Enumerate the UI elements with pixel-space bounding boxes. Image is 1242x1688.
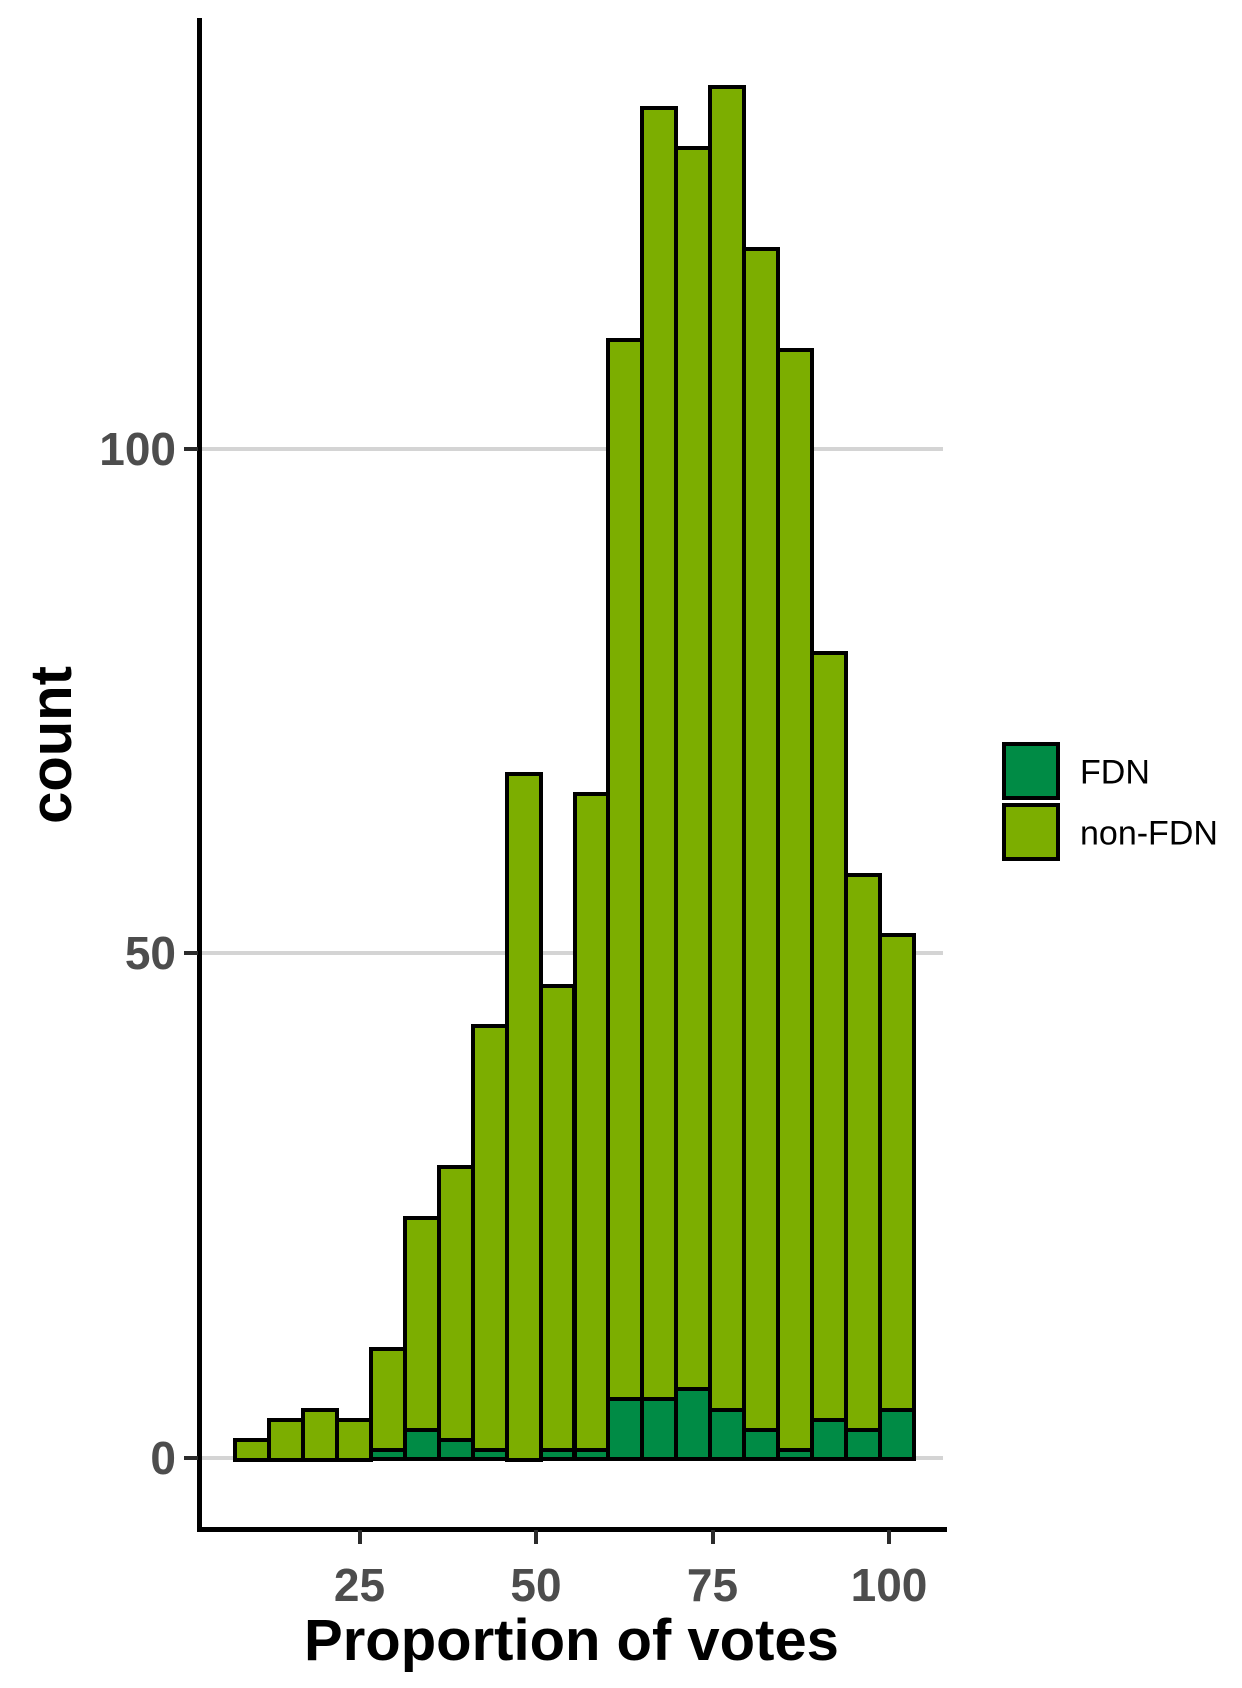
bar-segment-non-fdn (436, 1165, 475, 1442)
bar-segment-fdn (606, 1397, 645, 1461)
bar-segment-non-fdn (300, 1407, 339, 1462)
legend-label: FDN (1080, 753, 1150, 791)
bar-segment-fdn (878, 1407, 916, 1461)
x-tick-label: 100 (850, 1559, 928, 1611)
bar-segment-non-fdn (572, 791, 611, 1452)
bar-segment-fdn (368, 1447, 407, 1461)
x-tick-mark (357, 1530, 362, 1544)
bar-segment-non-fdn (504, 771, 543, 1462)
y-axis-line (197, 18, 202, 1532)
bar-segment-non-fdn (674, 146, 713, 1392)
bar-segment-fdn (470, 1447, 509, 1461)
y-tick-label: 0 (150, 1432, 176, 1484)
bar-segment-non-fdn (470, 1024, 509, 1452)
bar-segment-non-fdn (640, 105, 679, 1402)
x-tick-label: 75 (686, 1559, 739, 1611)
y-tick-label: 100 (99, 422, 176, 475)
bar-segment-non-fdn (334, 1417, 373, 1462)
y-tick-mark (184, 951, 198, 956)
bar-segment-non-fdn (606, 337, 645, 1402)
bar-segment-non-fdn (708, 85, 747, 1412)
bar-segment-fdn (844, 1427, 883, 1461)
x-axis-line (197, 1527, 947, 1532)
y-tick-mark (184, 1456, 198, 1460)
y-axis-title: count (19, 666, 84, 824)
bar-segment-fdn (538, 1447, 577, 1461)
bar-segment-fdn (572, 1447, 611, 1461)
y-tick-label: 50 (124, 927, 176, 980)
bar-segment-non-fdn (538, 983, 577, 1452)
bar-segment-fdn (674, 1387, 713, 1461)
x-axis-title: Proportion of votes (304, 1608, 839, 1673)
major-gridline (200, 951, 943, 956)
bar-segment-fdn (810, 1417, 849, 1461)
major-gridline (200, 446, 943, 451)
bar-segment-non-fdn (844, 872, 883, 1432)
bar-segment-non-fdn (368, 1346, 407, 1452)
legend-label: non-FDN (1080, 814, 1218, 852)
bar-segment-non-fdn (742, 246, 781, 1432)
x-tick-mark (710, 1530, 715, 1544)
bar-segment-fdn (402, 1427, 441, 1461)
legend-swatch-fdn (1002, 742, 1060, 800)
x-tick-mark (887, 1530, 891, 1544)
bar-segment-fdn (742, 1427, 781, 1461)
x-tick-mark (534, 1530, 538, 1544)
bar-segment-non-fdn (878, 933, 916, 1412)
y-tick-mark (184, 446, 198, 451)
bar-segment-non-fdn (776, 347, 815, 1452)
x-tick-label: 50 (510, 1559, 562, 1611)
bar-segment-non-fdn (233, 1437, 271, 1462)
bar-segment-non-fdn (810, 650, 849, 1422)
bar-segment-fdn (640, 1397, 679, 1461)
bar-segment-fdn (708, 1407, 747, 1461)
bar-segment-fdn (776, 1447, 815, 1461)
bar-segment-non-fdn (266, 1417, 305, 1462)
legend-swatch-non-fdn (1002, 803, 1060, 861)
x-tick-label: 25 (333, 1559, 386, 1611)
bar-segment-non-fdn (402, 1215, 441, 1432)
bar-segment-fdn (436, 1437, 475, 1461)
